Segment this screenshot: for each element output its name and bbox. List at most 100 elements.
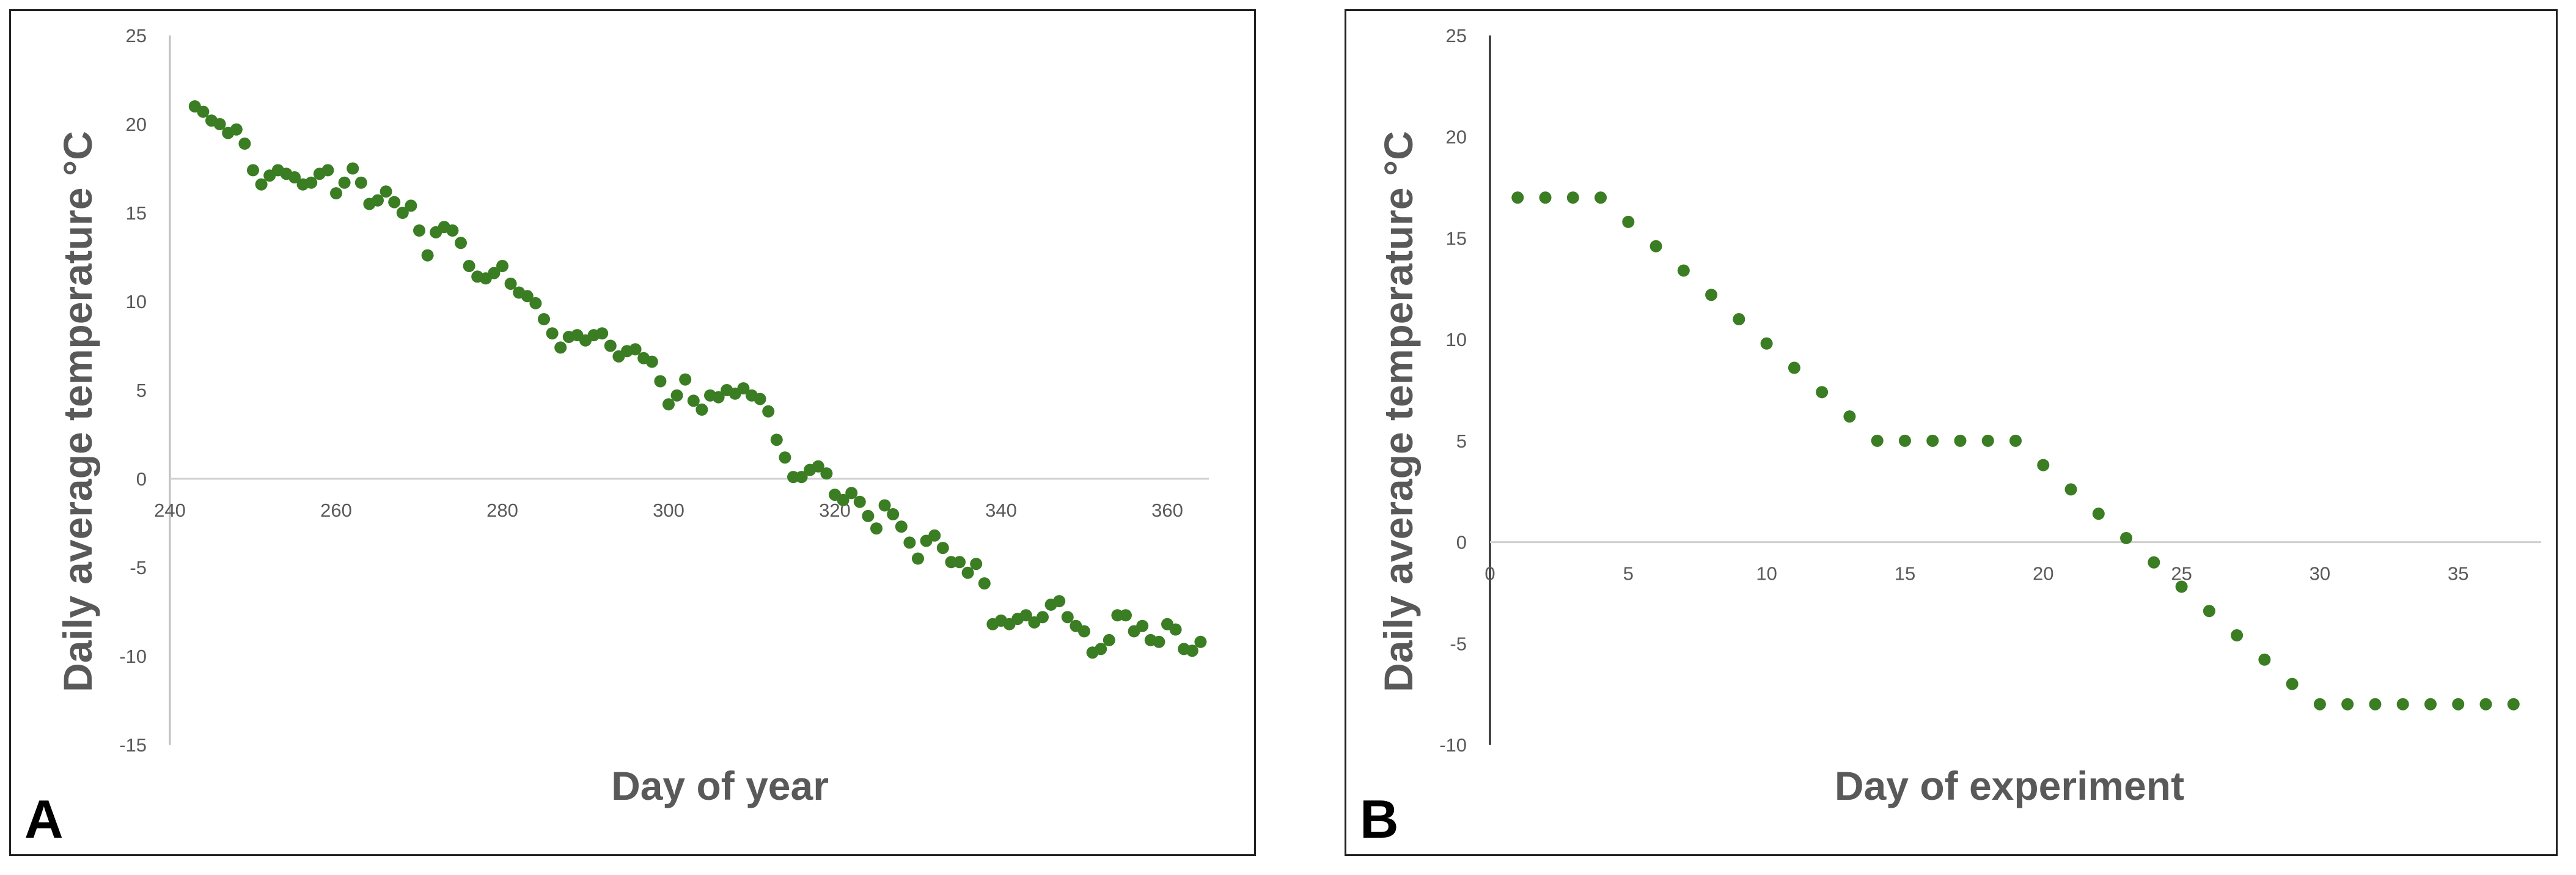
data-point xyxy=(820,467,833,480)
data-point xyxy=(762,405,775,418)
y-tick-label: 5 xyxy=(1456,430,1467,452)
y-tick-label: -10 xyxy=(1439,734,1467,756)
data-point xyxy=(1136,619,1149,632)
y-tick-label: 25 xyxy=(1446,25,1467,46)
data-point xyxy=(754,393,766,405)
data-point xyxy=(978,577,991,590)
data-point xyxy=(197,105,210,118)
data-point xyxy=(305,176,318,189)
data-point xyxy=(2120,531,2133,544)
y-tick-label: -15 xyxy=(119,734,147,756)
data-point xyxy=(2369,698,2382,711)
x-tick-label: 30 xyxy=(2310,563,2330,585)
data-point xyxy=(2175,580,2188,593)
chart-b-svg: 25 20 15 10 5 0 -5 -10 0 5 10 15 20 25 30 35 Day of ex… xyxy=(1360,25,2541,849)
data-point xyxy=(670,389,683,402)
x-tick-label: 280 xyxy=(486,500,518,521)
data-point xyxy=(372,194,384,207)
panel-label-a: A xyxy=(24,789,64,849)
data-point xyxy=(1843,410,1856,423)
data-point xyxy=(238,137,251,150)
data-point xyxy=(812,460,824,473)
data-point xyxy=(1153,635,1165,648)
y-tick-label: 15 xyxy=(126,202,147,224)
y-tick-label: 5 xyxy=(136,380,147,401)
data-point xyxy=(878,499,891,512)
data-point xyxy=(604,339,617,352)
data-point xyxy=(928,529,941,542)
y-tick-label: -10 xyxy=(119,646,147,667)
data-point xyxy=(1871,434,1884,447)
data-point xyxy=(504,278,517,290)
data-point xyxy=(421,249,434,262)
data-point xyxy=(2479,698,2492,711)
data-point xyxy=(795,471,808,484)
data-point xyxy=(679,373,692,386)
data-point xyxy=(2092,508,2105,520)
panel-label-b: B xyxy=(1360,789,1399,849)
x-axis-title: Day of year xyxy=(611,763,829,808)
x-tick-label: 340 xyxy=(985,500,1017,521)
data-point xyxy=(1733,313,1745,325)
y-tick-labels: 25 20 15 10 5 0 -5 -10 xyxy=(1439,25,1467,756)
data-point xyxy=(321,164,334,177)
data-point xyxy=(912,552,924,565)
data-point xyxy=(554,341,567,354)
data-point xyxy=(2231,629,2244,642)
y-axis-title: Daily average temperature °C xyxy=(55,131,100,692)
data-point xyxy=(2452,698,2465,711)
data-point xyxy=(629,343,642,356)
data-point xyxy=(1594,191,1607,204)
data-point xyxy=(970,558,983,570)
data-point xyxy=(1622,215,1635,228)
data-point xyxy=(1926,434,1939,447)
data-point xyxy=(837,493,849,506)
y-tick-label: 0 xyxy=(1456,532,1467,553)
y-tick-label: 20 xyxy=(126,114,147,135)
data-point xyxy=(488,267,501,279)
data-point xyxy=(2037,459,2050,471)
x-tick-label: 300 xyxy=(653,500,684,521)
data-point xyxy=(2341,698,2354,711)
y-tick-label: 0 xyxy=(136,468,147,490)
data-point xyxy=(1760,337,1773,350)
data-point xyxy=(388,196,401,209)
data-point xyxy=(654,375,667,388)
y-tick-label: 20 xyxy=(1446,127,1467,148)
data-point xyxy=(213,118,226,130)
data-point xyxy=(770,434,783,446)
data-point xyxy=(347,162,359,175)
x-tick-label: 35 xyxy=(2448,563,2468,585)
x-tick-label: 10 xyxy=(1756,563,1777,585)
data-point xyxy=(529,297,542,309)
data-point xyxy=(1954,434,1967,447)
data-point xyxy=(354,176,367,189)
data-point xyxy=(255,178,268,191)
data-point xyxy=(779,451,791,464)
data-point xyxy=(2286,677,2299,690)
y-tick-label: 15 xyxy=(1446,227,1467,249)
x-axis-title: Day of experiment xyxy=(1835,763,2184,808)
data-point xyxy=(330,187,342,200)
y-axis-title: Daily average temperature °C xyxy=(1376,131,1421,692)
data-point xyxy=(405,199,417,212)
y-tick-label: 10 xyxy=(1446,329,1467,350)
data-point xyxy=(546,327,559,340)
x-tick-label: 240 xyxy=(154,500,186,521)
data-point xyxy=(1649,240,1662,253)
data-point xyxy=(645,355,658,368)
data-point xyxy=(1981,434,1994,447)
x-tick-labels: 240 260 280 300 320 340 360 xyxy=(154,500,1183,521)
data-point xyxy=(538,313,550,325)
data-point xyxy=(1078,625,1090,638)
data-point xyxy=(338,176,351,189)
data-point xyxy=(737,382,750,395)
data-point xyxy=(1816,386,1829,399)
data-point xyxy=(961,566,974,579)
data-point xyxy=(2009,434,2022,447)
data-point xyxy=(596,327,609,340)
data-point xyxy=(2258,653,2271,666)
data-point xyxy=(2424,698,2437,711)
data-point xyxy=(380,185,392,198)
x-tick-label: 15 xyxy=(1895,563,1915,585)
